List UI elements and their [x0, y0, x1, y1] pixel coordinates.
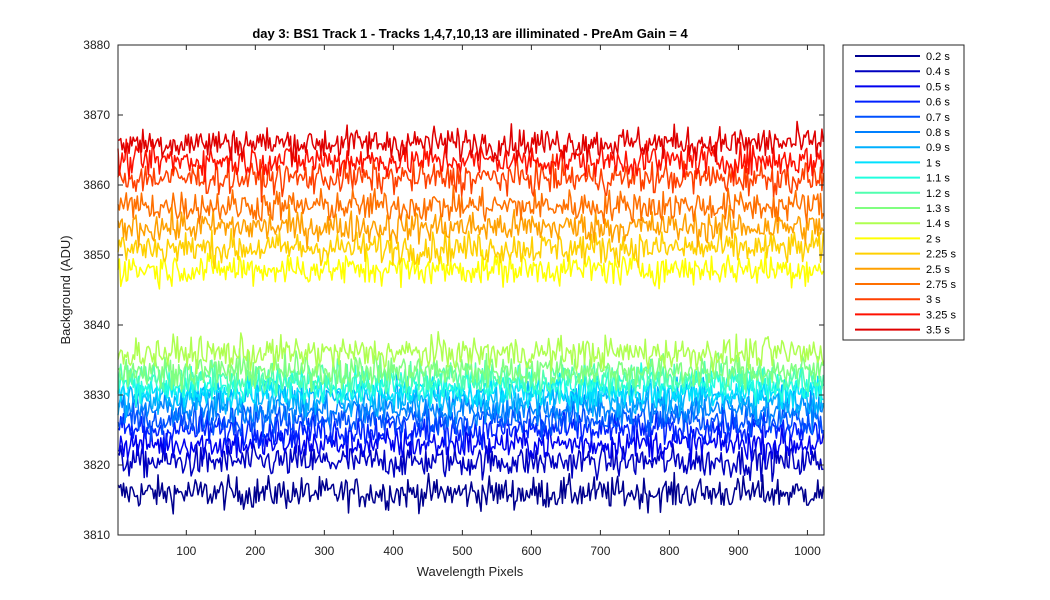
series-line-3: [117, 420, 825, 466]
series-line-6: [117, 387, 825, 434]
legend-label-5: 0.7 s: [926, 112, 950, 124]
series-line-19: [117, 120, 825, 166]
ticks-group: 100 200 300 400 500 600 700 800 900 1000 3810 3820 3…: [83, 38, 824, 558]
x-tick-label: 700: [590, 544, 610, 558]
series-line-1: [117, 471, 825, 515]
legend-label-7: 0.9 s: [926, 142, 950, 154]
series-line-16: [117, 184, 825, 225]
legend: 0.2 s 0.4 s 0.5 s 0.6 s 0.7 s 0.8 s 0.9 s 1 s 1.…: [842, 44, 965, 341]
y-tick-label: 3830: [83, 388, 110, 402]
x-tick-label: 100: [176, 544, 196, 558]
y-tick-label: 3810: [83, 528, 110, 542]
series-line-14: [117, 227, 825, 269]
y-tick-label: 3870: [83, 108, 110, 122]
series-line-10: [117, 358, 825, 399]
x-tick-label: 1000: [794, 544, 821, 558]
series-line-15: [117, 203, 824, 250]
series-line-5: [117, 396, 824, 442]
legend-label-19: 3.5 s: [926, 325, 950, 337]
plot-background: [118, 45, 824, 535]
legend-label-1: 0.2 s: [926, 51, 950, 63]
legend-label-11: 1.3 s: [926, 203, 950, 215]
chart-title: day 3: BS1 Track 1 - Tracks 1,4,7,10,13 …: [252, 26, 688, 41]
y-tick-label: 3880: [83, 38, 110, 52]
legend-label-15: 2.5 s: [926, 264, 950, 276]
x-tick-label: 800: [659, 544, 679, 558]
series-line-12: [117, 330, 825, 375]
y-axis-label: Background (ADU): [58, 235, 73, 344]
legend-label-17: 3 s: [926, 294, 941, 306]
legend-label-2: 0.4 s: [926, 66, 950, 78]
series-line-4: [117, 406, 824, 451]
x-tick-label: 500: [452, 544, 472, 558]
legend-label-3: 0.5 s: [926, 81, 950, 93]
legend-label-12: 1.4 s: [926, 218, 950, 230]
x-axis-label: Wavelength Pixels: [417, 564, 524, 579]
legend-label-13: 2 s: [926, 233, 941, 245]
x-tick-label: 900: [728, 544, 748, 558]
x-tick-label: 600: [521, 544, 541, 558]
y-tick-label: 3820: [83, 458, 110, 472]
x-tick-label: 200: [245, 544, 265, 558]
series-line-11: [117, 348, 825, 393]
x-tick-label: 300: [314, 544, 334, 558]
legend-label-8: 1 s: [926, 157, 941, 169]
series-line-2: [117, 440, 824, 483]
legend-label-4: 0.6 s: [926, 97, 950, 109]
x-tick-label: 400: [383, 544, 403, 558]
y-tick-label: 3840: [83, 318, 110, 332]
series-line-9: [117, 362, 825, 408]
legend-label-18: 3.25 s: [926, 309, 956, 321]
series-line-13: [117, 248, 825, 290]
y-tick-label: 3850: [83, 248, 110, 262]
series-group: [117, 120, 825, 515]
legend-label-16: 2.75 s: [926, 279, 956, 291]
legend-label-10: 1.2 s: [926, 188, 950, 200]
legend-label-9: 1.1 s: [926, 173, 950, 185]
y-tick-label: 3860: [83, 178, 110, 192]
legend-items: 0.2 s 0.4 s 0.5 s 0.6 s 0.7 s 0.8 s 0.9 s 1 s 1.…: [855, 51, 956, 337]
legend-label-6: 0.8 s: [926, 127, 950, 139]
plot-area: 100 200 300 400 500 600 700 800 900 1000 3810 3820 3…: [83, 38, 825, 558]
plot-frame: [117, 44, 825, 536]
legend-label-14: 2.25 s: [926, 249, 956, 261]
